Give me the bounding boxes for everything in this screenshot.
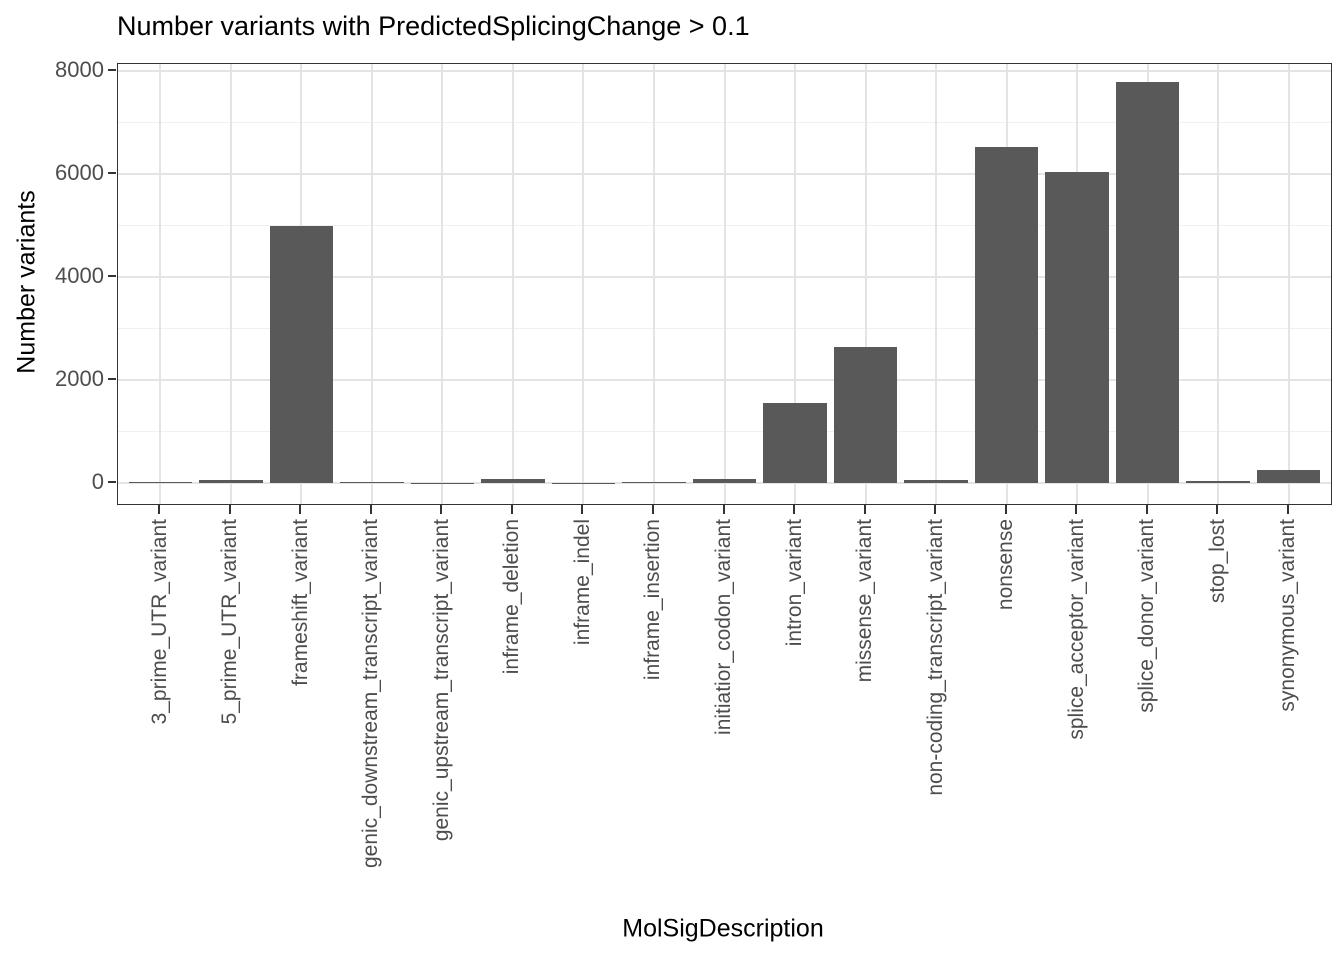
x-tick-label: non-coding_transcript_variant — [923, 519, 947, 796]
bar-splice_donor_variant — [1115, 82, 1180, 483]
chart-title: Number variants with PredictedSplicingCh… — [117, 11, 750, 41]
grid-line-vertical — [229, 64, 232, 504]
y-axis-tick — [108, 378, 116, 380]
x-axis-tick — [863, 505, 866, 514]
x-axis-tick — [299, 505, 302, 514]
bar-genic_downstream_transcript_variant — [340, 481, 404, 483]
x-tick-label: nonsense — [994, 519, 1018, 611]
x-tick-label: 5_prime_UTR_variant — [218, 519, 242, 725]
grid-line-vertical — [511, 64, 514, 504]
bar-frameshift_variant — [269, 225, 334, 483]
bar-inframe_insertion — [622, 481, 686, 483]
y-axis-tick — [108, 481, 116, 483]
grid-line-vertical — [652, 64, 655, 504]
grid-line-vertical — [1287, 64, 1290, 504]
x-tick-label: frameshift_variant — [288, 519, 312, 686]
x-tick-label: stop_lost — [1205, 519, 1229, 604]
x-axis-tick — [510, 505, 513, 514]
grid-line-vertical — [794, 64, 797, 504]
x-axis-tick — [228, 505, 231, 514]
bar-non-coding_transcript_variant — [904, 479, 968, 483]
x-axis-tick — [1145, 505, 1148, 514]
x-axis-tick — [1216, 505, 1219, 514]
x-tick-label: initiatior_codon_variant — [712, 519, 735, 735]
bar-inframe_deletion — [481, 478, 545, 483]
y-tick-label: 2000 — [55, 366, 104, 391]
x-tick-label: 3_prime_UTR_variant — [147, 519, 171, 725]
y-axis-tick — [108, 275, 116, 277]
x-tick-label: genic_downstream_transcript_variant — [359, 519, 383, 869]
x-axis-tick — [1004, 505, 1007, 514]
bar-missense_variant — [833, 346, 898, 483]
bar-stop_lost — [1186, 481, 1250, 483]
x-axis-tick — [369, 505, 372, 514]
x-tick-label: inframe_insertion — [641, 519, 665, 681]
x-tick-label: splice_donor_variant — [1135, 519, 1159, 713]
grid-line-vertical — [370, 64, 373, 504]
y-tick-label: 0 — [91, 469, 104, 494]
x-axis-tick — [581, 505, 584, 514]
x-axis-tick — [1286, 505, 1289, 514]
y-tick-label: 8000 — [55, 57, 104, 82]
x-axis-tick — [158, 505, 161, 514]
x-axis-tick — [934, 505, 937, 514]
bar-splice_acceptor_variant — [1045, 172, 1109, 483]
grid-line-vertical — [723, 64, 726, 504]
bar-3_prime_UTR_variant — [128, 481, 193, 483]
x-tick-label: missense_variant — [853, 519, 877, 683]
x-axis-tick — [651, 505, 654, 514]
bar-initiatior_codon_variant — [692, 479, 757, 483]
grid-line-vertical — [582, 64, 585, 504]
x-tick-label: synonymous_variant — [1276, 519, 1300, 712]
grid-line-vertical — [159, 64, 162, 504]
x-tick-label: intron_variant — [782, 519, 806, 647]
y-axis-tick — [108, 69, 116, 71]
plot-panel — [117, 63, 1332, 505]
grid-line-vertical — [864, 64, 867, 504]
y-tick-label: 6000 — [55, 160, 104, 185]
x-axis-title: MolSigDescription — [622, 914, 824, 943]
x-tick-label: splice_acceptor_variant — [1064, 519, 1088, 740]
grid-line-vertical — [1217, 64, 1220, 504]
bar-nonsense — [974, 146, 1039, 483]
bar-intron_variant — [763, 403, 827, 483]
grid-line-vertical — [935, 64, 938, 504]
x-axis-tick — [1075, 505, 1078, 514]
bar-5_prime_UTR_variant — [199, 480, 263, 483]
x-axis-tick — [440, 505, 443, 514]
y-axis-tick — [108, 172, 116, 174]
x-tick-label: genic_upstream_transcript_variant — [429, 519, 453, 842]
bar-synonymous_variant — [1256, 470, 1321, 483]
x-axis-tick — [722, 505, 725, 514]
grid-line-vertical — [441, 64, 444, 504]
x-tick-label: inframe_indel — [570, 519, 594, 646]
x-tick-label: inframe_deletion — [500, 519, 524, 675]
y-tick-label: 4000 — [55, 263, 104, 288]
x-axis-tick — [793, 505, 796, 514]
